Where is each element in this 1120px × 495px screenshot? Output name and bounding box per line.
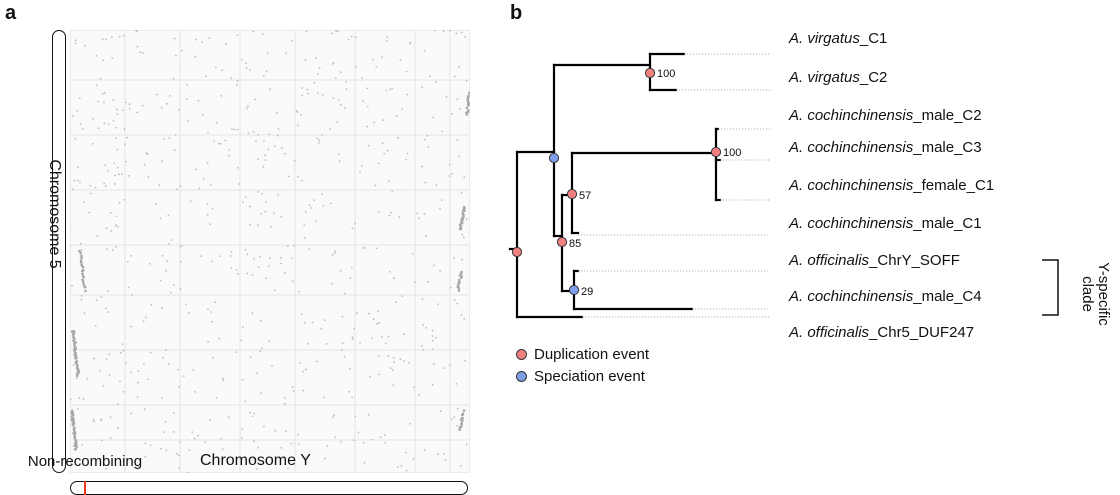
tip-label: A. cochinchinensis_male_C2 bbox=[789, 107, 982, 124]
tip-label: A. virgatus_C2 bbox=[789, 69, 887, 86]
bootstrap-label: 57 bbox=[579, 190, 591, 202]
duplication-marker-icon bbox=[516, 348, 527, 360]
tip-label: A. cochinchinensis_male_C4 bbox=[789, 288, 982, 305]
panel-b-letter: b bbox=[510, 2, 523, 24]
tip-label-copy: _C1 bbox=[859, 30, 888, 47]
tip-label-copy: _ChrY_SOFF bbox=[869, 252, 960, 269]
tip-label: A. cochinchinensis_male_C3 bbox=[789, 139, 982, 156]
tip-label-copy: _male_C2 bbox=[913, 107, 982, 124]
clade-bracket bbox=[1042, 259, 1059, 316]
tip-label-species: A. cochinchinensis bbox=[789, 107, 914, 124]
tip-label-species: A. officinalis bbox=[789, 324, 870, 341]
dot-plot-dots bbox=[70, 30, 470, 473]
tip-label-copy: _male_C4 bbox=[913, 288, 982, 305]
legend: Duplication event Speciation event bbox=[516, 343, 649, 387]
tip-label-species: A. cochinchinensis bbox=[789, 288, 914, 305]
bootstrap-label: 100 bbox=[723, 147, 741, 159]
tip-label-copy: _female_C1 bbox=[913, 177, 995, 194]
chromosome-5-label: Chromosome 5 bbox=[46, 159, 63, 269]
phylogenetic-tree: 100 100 57 85 29 bbox=[508, 52, 770, 319]
bootstrap-values: 100 100 57 85 29 bbox=[569, 68, 741, 298]
tree-leader-lines bbox=[578, 53, 770, 318]
tip-label-species: A. cochinchinensis bbox=[789, 139, 914, 156]
tree-nodes bbox=[511, 67, 722, 296]
tip-label-species: A. cochinchinensis bbox=[789, 215, 914, 232]
bootstrap-label: 85 bbox=[569, 238, 581, 250]
tip-label-copy: _C2 bbox=[859, 69, 888, 86]
clade-label: Y-specific clade bbox=[1072, 250, 1120, 330]
tip-label: A. virgatus_C1 bbox=[789, 30, 887, 47]
chromosome-5-bar bbox=[52, 30, 66, 473]
tip-label: A. cochinchinensis_female_C1 bbox=[789, 177, 994, 194]
tip-label-species: A. virgatus bbox=[789, 69, 860, 86]
clade-label-line1: Y-specific bbox=[1095, 262, 1112, 326]
dot-plot bbox=[70, 30, 470, 473]
tip-label: A. officinalis_ChrY_SOFF bbox=[789, 252, 960, 269]
non-recombining-region-marker bbox=[84, 481, 86, 495]
tree-branches bbox=[508, 52, 722, 319]
tip-label: A. cochinchinensis_male_C1 bbox=[789, 215, 982, 232]
legend-label-speciation: Speciation event bbox=[534, 367, 645, 385]
tip-label-species: A. cochinchinensis bbox=[789, 177, 914, 194]
legend-label-duplication: Duplication event bbox=[534, 345, 650, 363]
bootstrap-label: 29 bbox=[581, 286, 593, 298]
nrr-label: Non-recombining bbox=[10, 452, 160, 471]
tip-label-species: A. virgatus bbox=[789, 30, 860, 47]
clade-label-line2: clade bbox=[1079, 276, 1096, 312]
tip-label: A. officinalis_Chr5_DUF247 bbox=[789, 324, 974, 341]
dot-plot-grid bbox=[70, 30, 470, 473]
nrr-label-line1: Non-recombining bbox=[27, 453, 143, 470]
tip-label-species: A. officinalis bbox=[789, 252, 870, 269]
speciation-marker-icon bbox=[516, 370, 527, 382]
tip-label-copy: _male_C3 bbox=[913, 139, 982, 156]
chromosome-y-bar bbox=[70, 481, 468, 495]
panel-a-letter: a bbox=[5, 2, 17, 24]
bootstrap-label: 100 bbox=[657, 68, 675, 80]
chromosome-y-label: Chromosome Y bbox=[200, 452, 311, 469]
legend-item-duplication: Duplication event bbox=[516, 343, 649, 365]
legend-item-speciation: Speciation event bbox=[516, 365, 649, 387]
tip-label-copy: _male_C1 bbox=[913, 215, 982, 232]
tip-label-copy: _Chr5_DUF247 bbox=[869, 324, 975, 341]
